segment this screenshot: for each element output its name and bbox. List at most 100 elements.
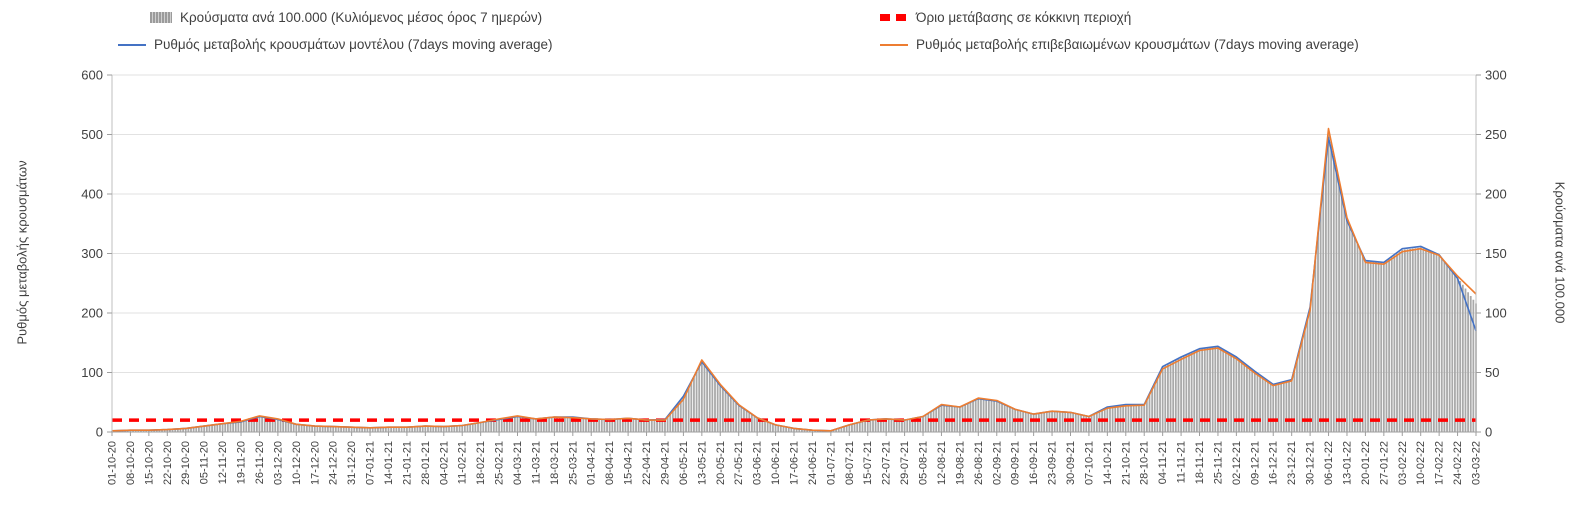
svg-text:01-07-21: 01-07-21 [825, 441, 837, 485]
svg-text:400: 400 [81, 187, 103, 202]
right-axis-title: Κρούσματα ανά 100.000 [1552, 181, 1568, 324]
svg-text:0: 0 [1485, 425, 1492, 440]
bars-series [111, 132, 1477, 433]
svg-text:18-11-21: 18-11-21 [1194, 441, 1206, 484]
svg-text:22-10-20: 22-10-20 [162, 441, 174, 485]
svg-text:200: 200 [81, 306, 103, 321]
svg-text:04-02-21: 04-02-21 [438, 441, 450, 485]
svg-text:15-07-21: 15-07-21 [862, 441, 874, 485]
svg-text:08-04-21: 08-04-21 [604, 441, 616, 485]
gridlines [112, 74, 1476, 433]
svg-text:17-06-21: 17-06-21 [789, 441, 801, 485]
svg-text:28-10-21: 28-10-21 [1139, 441, 1151, 485]
svg-text:27-05-21: 27-05-21 [733, 441, 745, 485]
svg-text:50: 50 [1485, 365, 1499, 380]
legend-label: Ρυθμός μεταβολής κρουσμάτων μοντέλου (7d… [154, 37, 553, 52]
svg-text:14-10-21: 14-10-21 [1102, 441, 1114, 485]
svg-text:12-08-21: 12-08-21 [936, 441, 948, 485]
right-axis-labels: 0 50 100 150 200 250 300 [1476, 68, 1507, 440]
svg-text:02-12-21: 02-12-21 [1231, 441, 1243, 485]
orange-line-swatch-icon [880, 43, 908, 46]
svg-text:18-03-21: 18-03-21 [549, 441, 561, 485]
svg-text:03-06-21: 03-06-21 [752, 441, 764, 485]
svg-text:17-02-22: 17-02-22 [1434, 441, 1446, 485]
svg-text:08-10-20: 08-10-20 [125, 441, 137, 485]
svg-text:10-12-20: 10-12-20 [291, 441, 303, 485]
svg-text:19-08-21: 19-08-21 [954, 441, 966, 485]
legend-label: Όριο μετάβασης σε κόκκινη περιοχή [916, 10, 1132, 25]
svg-text:03-03-22: 03-03-22 [1471, 441, 1483, 485]
legend-item-model-rate: Ρυθμός μεταβολής κρουσμάτων μοντέλου (7d… [118, 37, 553, 52]
svg-text:06-05-21: 06-05-21 [678, 441, 690, 485]
svg-text:28-01-21: 28-01-21 [420, 441, 432, 485]
svg-text:29-10-20: 29-10-20 [180, 441, 192, 485]
svg-text:15-04-21: 15-04-21 [623, 441, 635, 485]
svg-text:19-11-20: 19-11-20 [236, 441, 248, 484]
svg-text:0: 0 [96, 425, 103, 440]
svg-text:13-05-21: 13-05-21 [696, 441, 708, 485]
svg-text:13-01-22: 13-01-22 [1341, 441, 1353, 485]
svg-text:05-08-21: 05-08-21 [918, 441, 930, 485]
svg-text:03-12-20: 03-12-20 [272, 441, 284, 485]
svg-text:100: 100 [81, 365, 103, 380]
svg-text:25-03-21: 25-03-21 [567, 441, 579, 485]
svg-text:30-12-21: 30-12-21 [1305, 441, 1317, 485]
blue-line-swatch-icon [118, 43, 146, 46]
svg-text:21-01-21: 21-01-21 [401, 441, 413, 485]
svg-text:16-09-21: 16-09-21 [1028, 441, 1040, 485]
svg-text:100: 100 [1485, 306, 1507, 321]
svg-text:300: 300 [1485, 68, 1507, 83]
svg-text:24-06-21: 24-06-21 [807, 441, 819, 485]
svg-text:300: 300 [81, 246, 103, 261]
svg-text:22-04-21: 22-04-21 [641, 441, 653, 485]
svg-text:200: 200 [1485, 187, 1507, 202]
left-axis-labels: 0 100 200 300 400 500 600 [81, 68, 112, 440]
svg-text:07-01-21: 07-01-21 [365, 441, 377, 485]
svg-text:05-11-20: 05-11-20 [199, 441, 211, 484]
legend-item-cases-per-100k: Κρούσματα ανά 100.000 (Κυλιόμενος μέσος … [150, 10, 542, 25]
svg-text:04-11-21: 04-11-21 [1157, 441, 1169, 484]
svg-text:29-04-21: 29-04-21 [659, 441, 671, 485]
svg-text:25-02-21: 25-02-21 [494, 441, 506, 485]
svg-text:04-03-21: 04-03-21 [512, 441, 524, 485]
svg-text:02-09-21: 02-09-21 [991, 441, 1003, 485]
svg-text:500: 500 [81, 127, 103, 142]
svg-text:26-11-20: 26-11-20 [254, 441, 266, 484]
svg-text:10-06-21: 10-06-21 [770, 441, 782, 485]
svg-text:08-07-21: 08-07-21 [844, 441, 856, 485]
x-axis-labels: 01-10-20 08-10-20 15-10-20 22-10-20 29-10-20… [107, 432, 1483, 485]
svg-text:11-02-21: 11-02-21 [457, 441, 469, 484]
svg-text:250: 250 [1485, 127, 1507, 142]
svg-text:24-02-22: 24-02-22 [1452, 441, 1464, 485]
confirmed-line [111, 127, 1477, 432]
svg-text:27-01-22: 27-01-22 [1378, 441, 1390, 485]
svg-text:31-12-20: 31-12-20 [346, 441, 358, 485]
svg-text:29-07-21: 29-07-21 [899, 441, 911, 485]
svg-text:22-07-21: 22-07-21 [881, 441, 893, 485]
svg-text:10-02-22: 10-02-22 [1415, 441, 1427, 485]
svg-text:23-09-21: 23-09-21 [1047, 441, 1059, 485]
svg-text:06-01-22: 06-01-22 [1323, 441, 1335, 485]
svg-text:600: 600 [81, 68, 103, 83]
svg-text:11-03-21: 11-03-21 [530, 441, 542, 484]
svg-text:150: 150 [1485, 246, 1507, 261]
svg-text:16-12-21: 16-12-21 [1268, 441, 1280, 485]
dashed-line-swatch-icon [880, 14, 908, 21]
svg-text:09-09-21: 09-09-21 [1010, 441, 1022, 485]
svg-text:20-05-21: 20-05-21 [715, 441, 727, 485]
svg-text:17-12-20: 17-12-20 [309, 441, 321, 485]
svg-text:25-11-21: 25-11-21 [1212, 441, 1224, 484]
svg-text:09-12-21: 09-12-21 [1249, 441, 1261, 485]
svg-text:11-11-21: 11-11-21 [1176, 441, 1188, 483]
svg-text:01-10-20: 01-10-20 [107, 441, 119, 485]
svg-text:21-10-21: 21-10-21 [1120, 441, 1132, 485]
bar-series-swatch-icon [150, 12, 172, 23]
svg-text:12-11-20: 12-11-20 [217, 441, 229, 484]
svg-text:14-01-21: 14-01-21 [383, 441, 395, 485]
svg-text:30-09-21: 30-09-21 [1065, 441, 1077, 485]
svg-text:15-10-20: 15-10-20 [143, 441, 155, 485]
left-axis-title: Ρυθμός μεταβολής κρουσμάτων [14, 160, 30, 345]
legend-item-confirmed-rate: Ρυθμός μεταβολής επιβεβαιωμένων κρουσμάτ… [880, 37, 1359, 52]
